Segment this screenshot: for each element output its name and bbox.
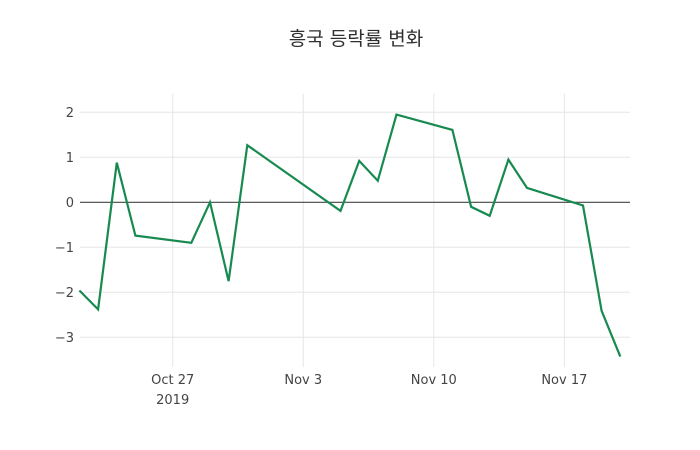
x-tick-label: Oct 27 bbox=[151, 373, 194, 388]
chart-title: 흥국 등락률 변화 bbox=[289, 28, 423, 50]
x-axis-labels: Oct 27 2019 Nov 3 Nov 10 Nov 17 bbox=[151, 373, 587, 408]
y-axis-labels: 2 1 0 −1 −2 −3 bbox=[55, 106, 74, 346]
y-tick-label: 2 bbox=[66, 106, 74, 121]
data-line bbox=[78, 113, 622, 358]
y-tick-label: −1 bbox=[55, 241, 74, 256]
horizontal-gridlines bbox=[80, 111, 630, 338]
y-tick-label: 0 bbox=[66, 196, 74, 211]
x-tick-label: Nov 10 bbox=[411, 373, 457, 388]
y-tick-label: 1 bbox=[66, 151, 74, 166]
y-tick-label: −3 bbox=[55, 331, 74, 346]
series-line bbox=[78, 113, 622, 358]
x-tick-label: Nov 3 bbox=[284, 373, 322, 388]
y-tick-label: −2 bbox=[55, 286, 74, 301]
x-tick-label: Nov 17 bbox=[541, 373, 587, 388]
x-tick-sublabel: 2019 bbox=[156, 393, 189, 408]
vertical-gridlines bbox=[172, 94, 565, 367]
